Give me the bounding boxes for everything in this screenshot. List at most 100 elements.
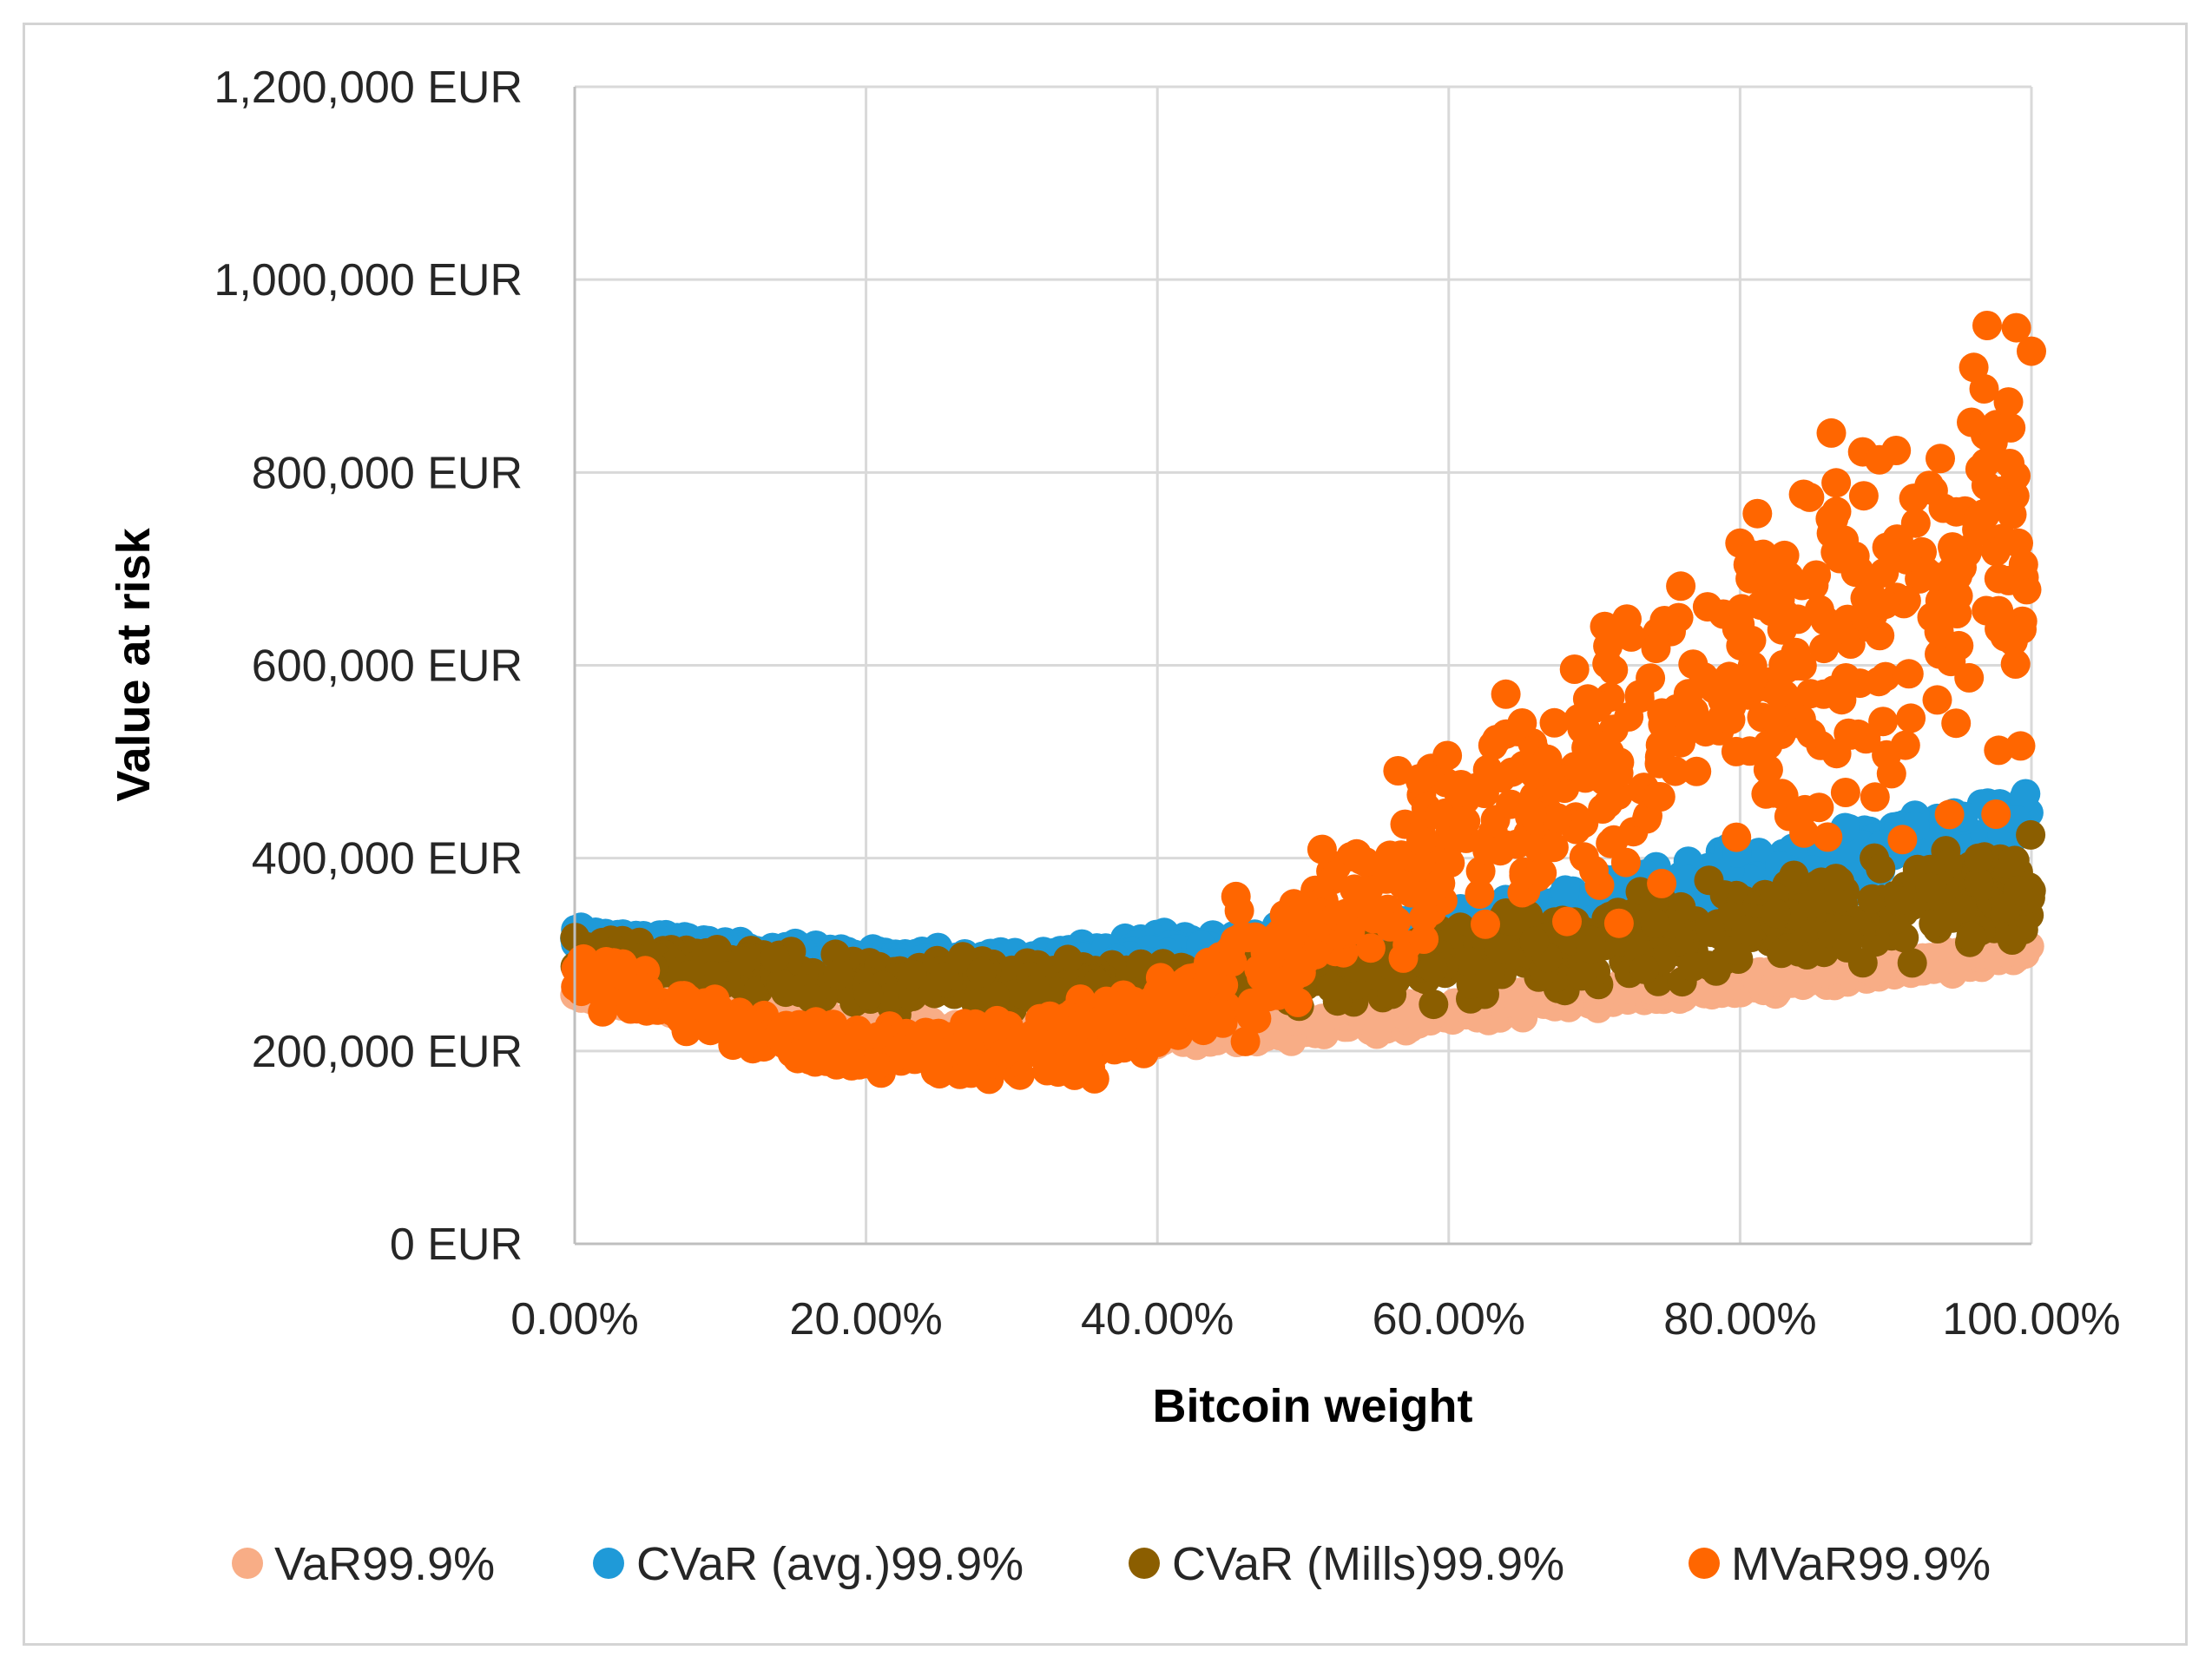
data-point	[1848, 481, 1879, 511]
data-point	[2016, 819, 2046, 850]
data-point	[1860, 782, 1890, 812]
data-point	[1963, 503, 1993, 533]
data-point	[1641, 634, 1671, 664]
data-point	[1887, 825, 1918, 855]
data-point	[1614, 701, 1644, 732]
legend-item-cvar-avg[interactable]: CVaR (avg.)99.9%	[593, 1538, 1024, 1590]
data-point	[1917, 602, 1947, 633]
data-point	[697, 961, 727, 990]
data-point	[1866, 853, 1896, 884]
legend-marker-cvar-avg	[593, 1548, 624, 1579]
y-tick-label: 600,000 EUR	[252, 641, 523, 692]
data-point	[1432, 740, 1463, 771]
data-point	[1682, 756, 1712, 786]
data-point	[1922, 685, 1952, 715]
data-point	[903, 1043, 933, 1074]
y-tick-label: 400,000 EUR	[252, 834, 523, 884]
x-tick-label: 20.00%	[789, 1294, 942, 1345]
data-point	[1702, 952, 1732, 983]
data-point	[624, 974, 655, 1004]
data-point	[1472, 836, 1503, 865]
data-point	[1527, 858, 1557, 888]
data-point	[1957, 923, 1987, 953]
data-point	[767, 1016, 797, 1046]
data-point	[1981, 799, 2011, 829]
data-point	[1375, 911, 1406, 942]
data-point	[1872, 532, 1902, 562]
data-point	[1821, 468, 1852, 498]
data-point	[1316, 972, 1346, 1003]
data-point	[1603, 908, 1634, 938]
data-point	[800, 1030, 831, 1061]
data-point	[1673, 865, 1703, 895]
data-point	[1919, 562, 1949, 592]
data-point	[1538, 832, 1569, 863]
data-point	[1870, 589, 1900, 620]
data-point	[1445, 770, 1476, 799]
data-point	[823, 959, 853, 990]
data-point	[1896, 703, 1926, 733]
data-point	[1660, 756, 1690, 786]
data-point	[1453, 946, 1484, 976]
data-point	[1890, 730, 1920, 760]
y-tick-labels: 0 EUR 200,000 EUR 400,000 EUR 600,000 EUR 80…	[214, 62, 523, 1270]
data-point	[1991, 849, 2022, 879]
data-point	[760, 943, 790, 973]
data-point	[2003, 875, 2033, 905]
data-point	[1984, 563, 2014, 594]
data-point	[1408, 903, 1438, 933]
data-point	[1695, 912, 1725, 943]
data-point	[1507, 708, 1537, 738]
y-tick-label: 0 EUR	[390, 1220, 523, 1270]
data-point	[2007, 615, 2037, 645]
data-point	[1598, 654, 1629, 685]
data-point	[1934, 799, 1965, 830]
data-point	[1761, 705, 1790, 734]
data-point	[1425, 800, 1455, 831]
x-tick-labels: 0.00% 20.00% 40.00% 60.00% 80.00% 100.00%	[510, 1294, 2120, 1345]
data-point	[2017, 336, 2046, 366]
data-point	[1387, 869, 1418, 899]
data-point	[1236, 1002, 1267, 1032]
data-point	[658, 996, 688, 1027]
data-point	[1915, 872, 1945, 903]
data-point	[1829, 525, 1860, 556]
data-point	[1964, 843, 1994, 873]
data-point	[1230, 1026, 1261, 1056]
data-point	[1893, 659, 1924, 689]
data-point	[966, 957, 997, 988]
data-point	[1593, 631, 1623, 661]
data-point	[1944, 545, 1973, 575]
data-point	[1532, 744, 1563, 774]
data-point	[1815, 503, 1846, 534]
data-point	[1465, 879, 1495, 909]
data-point	[1491, 679, 1521, 709]
data-point	[1640, 908, 1670, 938]
data-point	[1753, 754, 1783, 785]
data-point	[1629, 954, 1660, 984]
data-point	[1820, 864, 1851, 894]
data-point	[1804, 792, 1834, 823]
x-tick-label: 100.00%	[1942, 1294, 2120, 1345]
x-tick-label: 80.00%	[1663, 1294, 1816, 1345]
legend-item-var[interactable]: VaR99.9%	[232, 1538, 495, 1590]
data-point	[1383, 756, 1413, 786]
data-point	[1993, 387, 2024, 418]
data-point	[1655, 698, 1685, 728]
data-point	[1550, 875, 1580, 905]
data-point	[1926, 444, 1955, 474]
legend-label-cvar-avg: CVaR (avg.)99.9%	[636, 1538, 1024, 1590]
data-point	[1409, 924, 1439, 954]
data-point	[897, 959, 927, 990]
data-point	[821, 1049, 852, 1080]
legend-item-mvar[interactable]: MVaR99.9%	[1689, 1538, 1991, 1590]
data-point	[1350, 847, 1380, 877]
data-point	[1765, 584, 1795, 615]
data-point	[1864, 444, 1894, 475]
data-point	[709, 1011, 740, 1042]
series-4-points	[561, 311, 2046, 1095]
legend-item-cvar-mills[interactable]: CVaR (Mills)99.9%	[1129, 1538, 1564, 1590]
data-point	[1816, 418, 1847, 448]
data-point	[1224, 896, 1254, 926]
data-point	[1957, 407, 1986, 437]
